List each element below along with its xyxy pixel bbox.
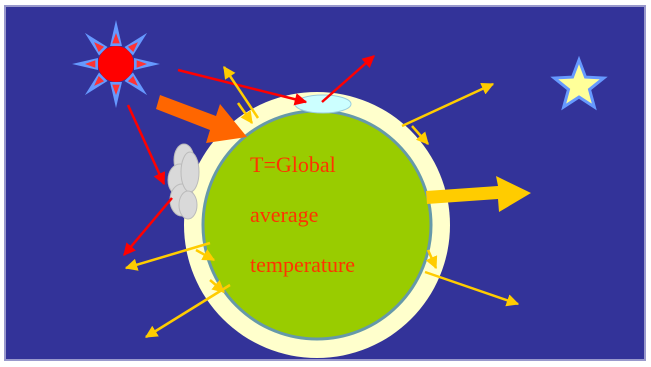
red-arrow-ice-reflect: [321, 55, 375, 103]
sun-icon: [72, 20, 160, 108]
incoming-solar-arrow: [156, 95, 247, 143]
sun-ray: [134, 58, 160, 70]
sun-ray-inner: [112, 33, 120, 44]
label-line-2: average: [250, 202, 318, 227]
yellow-arrow-sw-out: [144, 283, 231, 339]
sun-ray: [110, 82, 122, 108]
label-line-1: T=Global: [250, 152, 336, 177]
star-icon: [550, 55, 608, 111]
yellow-arrow-sw-back: [209, 279, 225, 293]
outgoing-heat-arrow: [426, 176, 531, 212]
infrared-yellow-arrows: [124, 65, 520, 339]
red-arrow-cloud-reflect: [123, 197, 173, 256]
red-arrow-sun-to-ice: [177, 68, 308, 106]
sun-ray-inner: [94, 75, 105, 86]
yellow-arrow-ne-back: [411, 125, 429, 145]
yellow-arrow-top-out: [222, 65, 260, 119]
yellow-arrow-left-out: [124, 241, 211, 271]
yellow-arrow-se-back: [425, 249, 438, 270]
sun-ray-inner: [127, 75, 138, 86]
sun-ray: [110, 20, 122, 46]
red-arrow-sun-to-cloud: [126, 104, 166, 186]
yellow-arrow-se-out: [424, 270, 520, 307]
sun-ray-inner: [127, 42, 138, 53]
sun-ray: [72, 58, 98, 70]
yellow-arrow-ne-out: [401, 82, 495, 128]
sun-ray-inner: [136, 60, 147, 68]
sun-ray-inner: [85, 60, 96, 68]
solar-red-arrows: [123, 55, 375, 256]
sun-ray-inner: [112, 84, 120, 95]
ice-cap-icon: [294, 94, 352, 114]
yellow-arrow-top-back: [236, 102, 254, 125]
cloud-icon: [167, 143, 200, 220]
sun-ray-inner: [94, 42, 105, 53]
label-line-3: temperature: [250, 252, 355, 277]
yellow-arrow-left-back: [195, 248, 216, 262]
